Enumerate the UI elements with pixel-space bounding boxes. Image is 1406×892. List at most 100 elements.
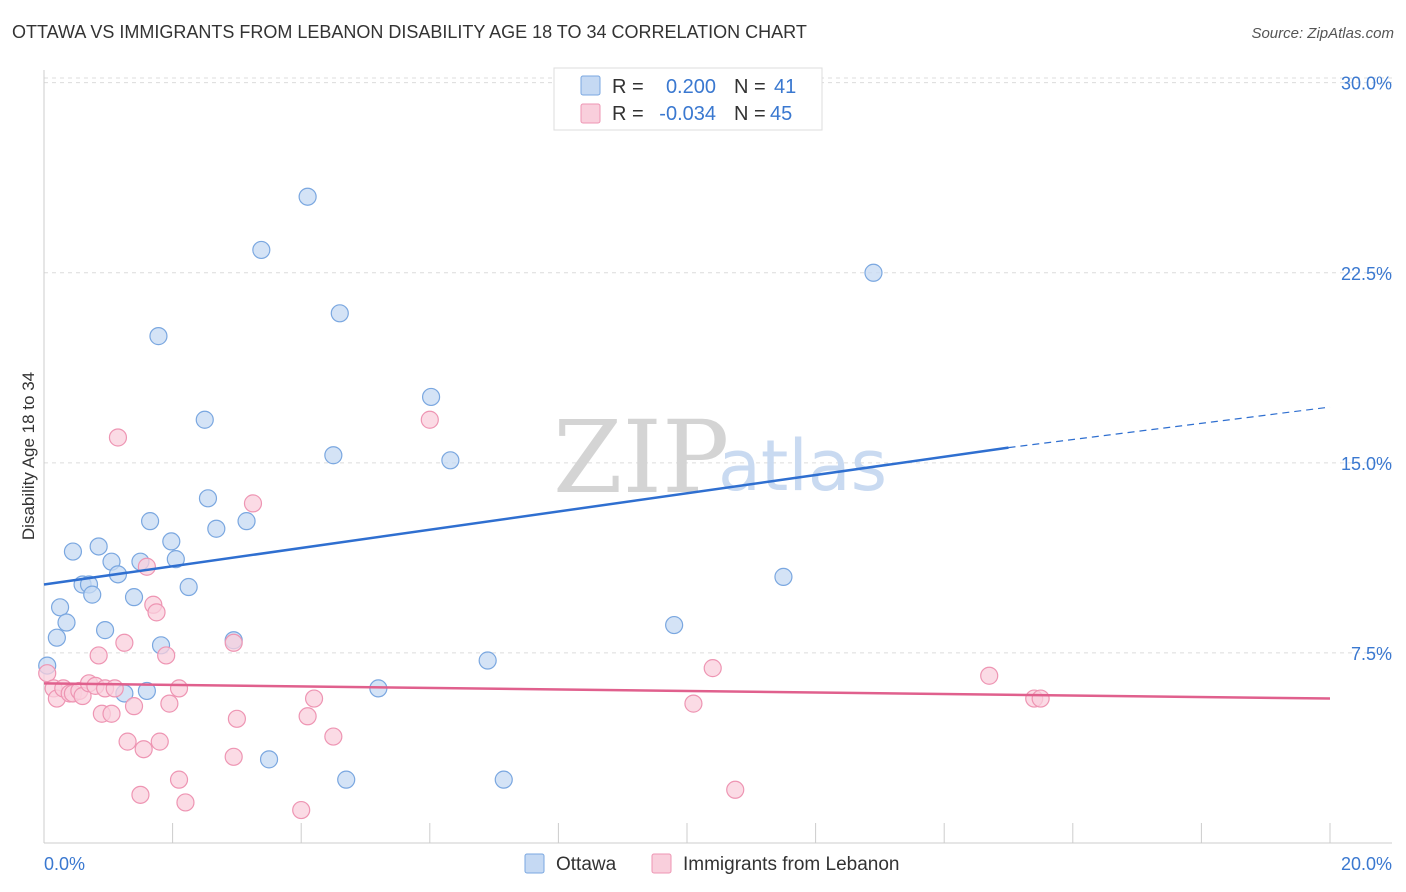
point-lebanon-34 — [292, 800, 311, 820]
source-label: Source: ZipAtlas.com — [1251, 25, 1394, 42]
legend-r-label-ottawa: R = — [612, 76, 644, 98]
series-lebanon-points — [38, 410, 1050, 820]
point-ottawa-16 — [140, 512, 160, 531]
bottom-legend-swatch-lebanon — [651, 853, 672, 874]
point-ottawa-2 — [50, 598, 70, 617]
point-lebanon-23 — [147, 603, 166, 622]
point-lebanon-10 — [89, 646, 108, 665]
watermark-atlas: atlas — [718, 425, 887, 507]
point-lebanon-41 — [726, 780, 745, 799]
point-ottawa-39 — [774, 567, 793, 586]
point-ottawa-1 — [47, 628, 66, 647]
legend-n-label-ottawa: N = — [734, 76, 766, 98]
point-ottawa-17 — [149, 327, 168, 346]
point-lebanon-39 — [684, 694, 703, 713]
point-ottawa-15 — [137, 681, 156, 701]
point-ottawa-35 — [441, 451, 460, 470]
point-lebanon-29 — [176, 793, 195, 812]
point-lebanon-36 — [304, 689, 324, 708]
point-ottawa-9 — [95, 621, 115, 640]
chart-title: OTTAWA VS IMMIGRANTS FROM LEBANON DISABI… — [12, 22, 807, 42]
axes — [43, 70, 1392, 844]
point-ottawa-23 — [198, 489, 218, 508]
point-ottawa-30 — [324, 446, 343, 465]
point-lebanon-18 — [124, 697, 144, 716]
point-ottawa-8 — [89, 537, 108, 556]
point-ottawa-21 — [179, 577, 198, 597]
point-ottawa-26 — [237, 512, 256, 531]
legend-swatch-lebanon — [580, 103, 601, 124]
point-ottawa-28 — [259, 750, 279, 769]
point-ottawa-36 — [478, 651, 497, 670]
point-lebanon-30 — [224, 633, 243, 652]
point-ottawa-24 — [207, 519, 226, 538]
point-lebanon-35 — [298, 707, 317, 726]
point-lebanon-38 — [420, 410, 439, 429]
point-lebanon-24 — [150, 732, 169, 751]
point-ottawa-27 — [252, 240, 271, 260]
bottom-legend: Ottawa Immigrants from Lebanon — [524, 853, 900, 875]
y-tick-label-3: 30.0% — [1341, 74, 1392, 94]
point-lebanon-44 — [1031, 689, 1050, 708]
point-ottawa-20 — [166, 550, 185, 569]
point-lebanon-17 — [118, 732, 137, 751]
point-lebanon-42 — [980, 666, 999, 685]
x-tick-label-1: 20.0% — [1341, 854, 1392, 874]
legend-n-value-ottawa: 41 — [774, 76, 796, 98]
trend-line-lebanon — [43, 682, 1331, 700]
point-ottawa-34 — [421, 387, 441, 407]
y-tick-label-2: 22.5% — [1341, 264, 1392, 284]
point-ottawa-38 — [665, 615, 684, 635]
point-ottawa-37 — [494, 770, 513, 789]
legend-n-label-lebanon: N = — [734, 103, 766, 125]
legend-n-value-lebanon: 45 — [770, 103, 792, 125]
point-ottawa-13 — [124, 588, 144, 607]
bottom-legend-label-lebanon: Immigrants from Lebanon — [683, 854, 900, 875]
point-ottawa-22 — [195, 410, 214, 429]
point-lebanon-20 — [134, 740, 153, 759]
point-lebanon-26 — [160, 694, 179, 713]
gridlines — [44, 77, 1392, 654]
point-ottawa-4 — [63, 542, 83, 561]
trend-line-ottawa — [43, 446, 1009, 586]
point-lebanon-27 — [169, 679, 189, 698]
x-tick-labels: 0.0% 20.0% — [44, 854, 1392, 874]
point-ottawa-31 — [330, 304, 349, 323]
legend-r-value-lebanon: -0.034 — [659, 103, 716, 125]
point-lebanon-40 — [703, 659, 722, 678]
point-lebanon-25 — [157, 646, 176, 665]
point-ottawa-40 — [864, 263, 883, 282]
y-tick-label-0: 7.5% — [1351, 644, 1392, 664]
trend-lines — [43, 406, 1331, 700]
bottom-legend-label-ottawa: Ottawa — [556, 854, 617, 875]
point-ottawa-29 — [298, 187, 317, 206]
point-ottawa-3 — [57, 613, 76, 632]
point-lebanon-32 — [227, 709, 246, 728]
watermark: ZIP atlas — [553, 399, 887, 516]
legend-swatch-ottawa — [580, 75, 601, 96]
y-axis-label: Disability Age 18 to 34 — [19, 372, 38, 540]
watermark-zip: ZIP — [553, 399, 729, 516]
point-ottawa-7 — [83, 585, 102, 604]
point-lebanon-31 — [224, 747, 243, 766]
bottom-legend-swatch-ottawa — [524, 853, 545, 874]
point-lebanon-37 — [324, 727, 343, 746]
point-lebanon-15 — [108, 428, 128, 447]
point-lebanon-28 — [169, 770, 189, 789]
point-ottawa-19 — [162, 532, 181, 551]
point-lebanon-13 — [102, 704, 121, 723]
point-lebanon-16 — [115, 633, 134, 652]
legend-r-label-lebanon: R = — [612, 103, 644, 125]
y-tick-label-1: 15.0% — [1341, 454, 1392, 474]
legend-r-value-ottawa: 0.200 — [666, 76, 716, 98]
trend-line-ottawa-extension — [1008, 406, 1331, 449]
point-lebanon-33 — [243, 494, 263, 513]
x-tick-label-0: 0.0% — [44, 854, 85, 874]
series-ottawa-points — [38, 187, 883, 789]
point-lebanon-14 — [105, 679, 124, 698]
point-lebanon-21 — [137, 557, 156, 576]
point-lebanon-19 — [131, 785, 150, 804]
y-tick-labels: 7.5% 15.0% 22.5% 30.0% — [1341, 74, 1392, 664]
point-lebanon-0 — [38, 664, 57, 683]
